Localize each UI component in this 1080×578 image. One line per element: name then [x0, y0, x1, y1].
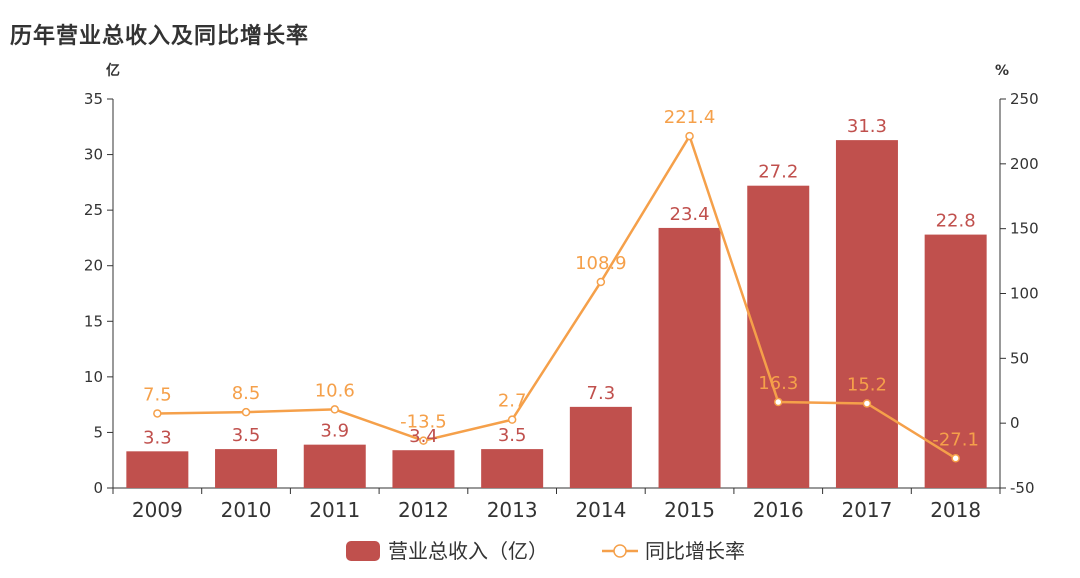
- y-right-tick-label: 200: [1010, 155, 1039, 173]
- line-value-label: 221.4: [664, 107, 716, 128]
- bar-value-label: 7.3: [587, 383, 616, 404]
- bar-value-label: 23.4: [670, 204, 710, 225]
- line-point: [862, 399, 872, 408]
- line-point: [153, 409, 162, 418]
- x-tick-label: 2013: [487, 498, 538, 522]
- y-right-tick-label: 150: [1010, 220, 1039, 238]
- y-left-tick-label: 10: [84, 368, 103, 386]
- line-point: [596, 277, 606, 287]
- bar: [835, 140, 898, 488]
- line-point: [774, 397, 783, 407]
- legend-bar-label: 营业总收入（亿）: [388, 539, 548, 563]
- chart-axes: 0 5 10 15 20 25 30 35 -50 0 50 100 150 200 250 2009 2010…: [84, 62, 1039, 522]
- x-tick-label: 2017: [841, 498, 892, 522]
- bar-value-label: 3.4: [409, 426, 438, 447]
- line-point: [507, 415, 517, 424]
- bar: [303, 444, 366, 488]
- bar-value-label: 22.8: [936, 211, 976, 232]
- x-tick-label: 2010: [221, 498, 272, 522]
- line-value-label: 108.9: [575, 253, 627, 274]
- y-right-tick-label: -50: [1010, 479, 1035, 497]
- x-tick-label: 2012: [398, 498, 449, 522]
- x-tick-label: 2011: [309, 498, 360, 522]
- bar-value-label: 3.3: [143, 427, 172, 448]
- line-value-label: 10.6: [315, 380, 355, 401]
- line-point: [419, 436, 428, 445]
- y-left-tick-label: 5: [93, 423, 103, 441]
- line-value-label: 2.7: [498, 391, 527, 412]
- data-labels: 3.3 3.5 3.9 3.4 3.5 7.3 23.4 27.2 31.3 22.8 7.5 8.5…: [143, 107, 979, 450]
- legend-line-label: 同比增长率: [645, 539, 745, 563]
- line-value-label: 7.5: [143, 384, 172, 405]
- y-left-unit-label: 亿: [106, 62, 120, 79]
- bar: [215, 449, 278, 488]
- line-value-label: 8.5: [232, 383, 261, 404]
- line-point: [330, 405, 339, 414]
- y-left-tick-label: 35: [84, 90, 103, 108]
- x-tick-label: 2018: [930, 498, 981, 522]
- bar-value-label: 3.9: [320, 421, 349, 442]
- line-series: [153, 131, 960, 463]
- bar-value-label: 31.3: [847, 116, 887, 137]
- growth-line: [157, 133, 957, 460]
- line-point: [685, 131, 694, 141]
- y-left-tick-label: 0: [93, 479, 103, 497]
- x-tick-label: 2009: [132, 498, 183, 522]
- y-left-tick-label: 15: [84, 312, 103, 330]
- x-tick-label: 2015: [664, 498, 715, 522]
- bar-value-label: 27.2: [758, 162, 798, 183]
- y-right-tick-label: 0: [1010, 414, 1020, 432]
- y-right-tick-label: 250: [1010, 90, 1039, 108]
- y-left-tick-label: 20: [84, 257, 103, 275]
- y-right-unit-label: %: [995, 63, 1009, 79]
- y-right-tick-label: 100: [1010, 285, 1039, 303]
- y-right-tick-label: 50: [1010, 349, 1029, 367]
- bar: [126, 451, 189, 488]
- chart-title: 历年营业总收入及同比增长率: [10, 24, 310, 49]
- bar-value-label: 3.5: [498, 425, 527, 446]
- legend: 营业总收入（亿） 同比增长率: [346, 539, 745, 563]
- x-tick-label: 2014: [575, 498, 626, 522]
- line-value-label: -27.1: [932, 429, 979, 450]
- legend-bar-swatch: [346, 541, 380, 561]
- bar-value-label: 3.5: [232, 425, 261, 446]
- line-value-label: -13.5: [400, 412, 447, 433]
- bar: [569, 406, 632, 488]
- bar: [481, 449, 544, 488]
- line-point: [241, 407, 251, 417]
- x-tick-label: 2016: [753, 498, 804, 522]
- y-left-tick-label: 25: [84, 201, 103, 219]
- line-value-label: 15.2: [847, 374, 887, 395]
- bar: [392, 450, 455, 488]
- bar: [658, 227, 721, 488]
- line-point: [951, 454, 960, 463]
- line-value-label: 16.3: [758, 373, 798, 394]
- y-left-tick-label: 30: [84, 146, 103, 164]
- legend-line-marker: [613, 544, 627, 558]
- bar-series: [126, 140, 987, 489]
